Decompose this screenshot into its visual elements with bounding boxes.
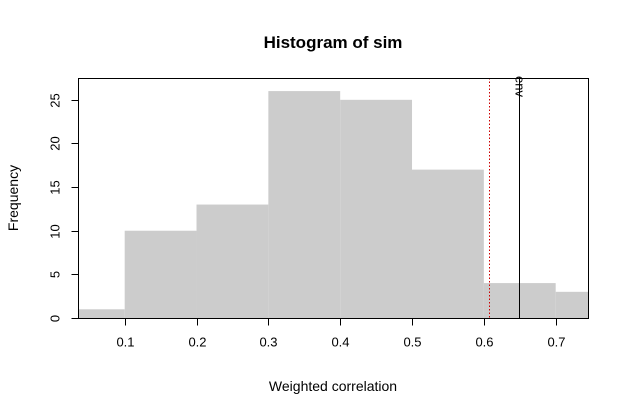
x-axis: 0.1 0.2 0.3 0.4 0.5 0.6 0.7 [116,318,566,350]
histogram-bar [555,291,588,318]
histogram-bar [340,99,413,318]
y-tick-label: 20 [48,136,63,150]
x-tick-label: 0.1 [116,335,134,350]
histogram-bar [124,230,197,318]
histogram-bar [412,169,484,318]
histogram-bar [78,309,125,318]
y-axis-label: Frequency [5,165,21,231]
env-line-label: env [513,76,528,97]
chart-title: Histogram of sim [264,33,403,52]
x-tick-label: 0.4 [331,335,349,350]
histogram-bar [268,91,341,318]
histogram-bar [196,204,269,318]
x-tick-label: 0.2 [188,335,206,350]
x-tick-label: 0.5 [403,335,421,350]
y-tick-label: 0 [48,315,63,322]
y-tick-label: 25 [48,93,63,107]
x-tick-label: 0.3 [259,335,277,350]
y-tick-label: 10 [48,224,63,238]
x-tick-label: 0.6 [475,335,493,350]
bars-layer [78,91,588,318]
y-tick-label: 5 [48,271,63,278]
y-tick-label: 15 [48,180,63,194]
y-axis: 0 5 10 15 20 25 [48,93,79,322]
reference-lines-layer [489,78,520,318]
x-tick-label: 0.7 [547,335,565,350]
x-axis-label: Weighted correlation [269,378,397,394]
